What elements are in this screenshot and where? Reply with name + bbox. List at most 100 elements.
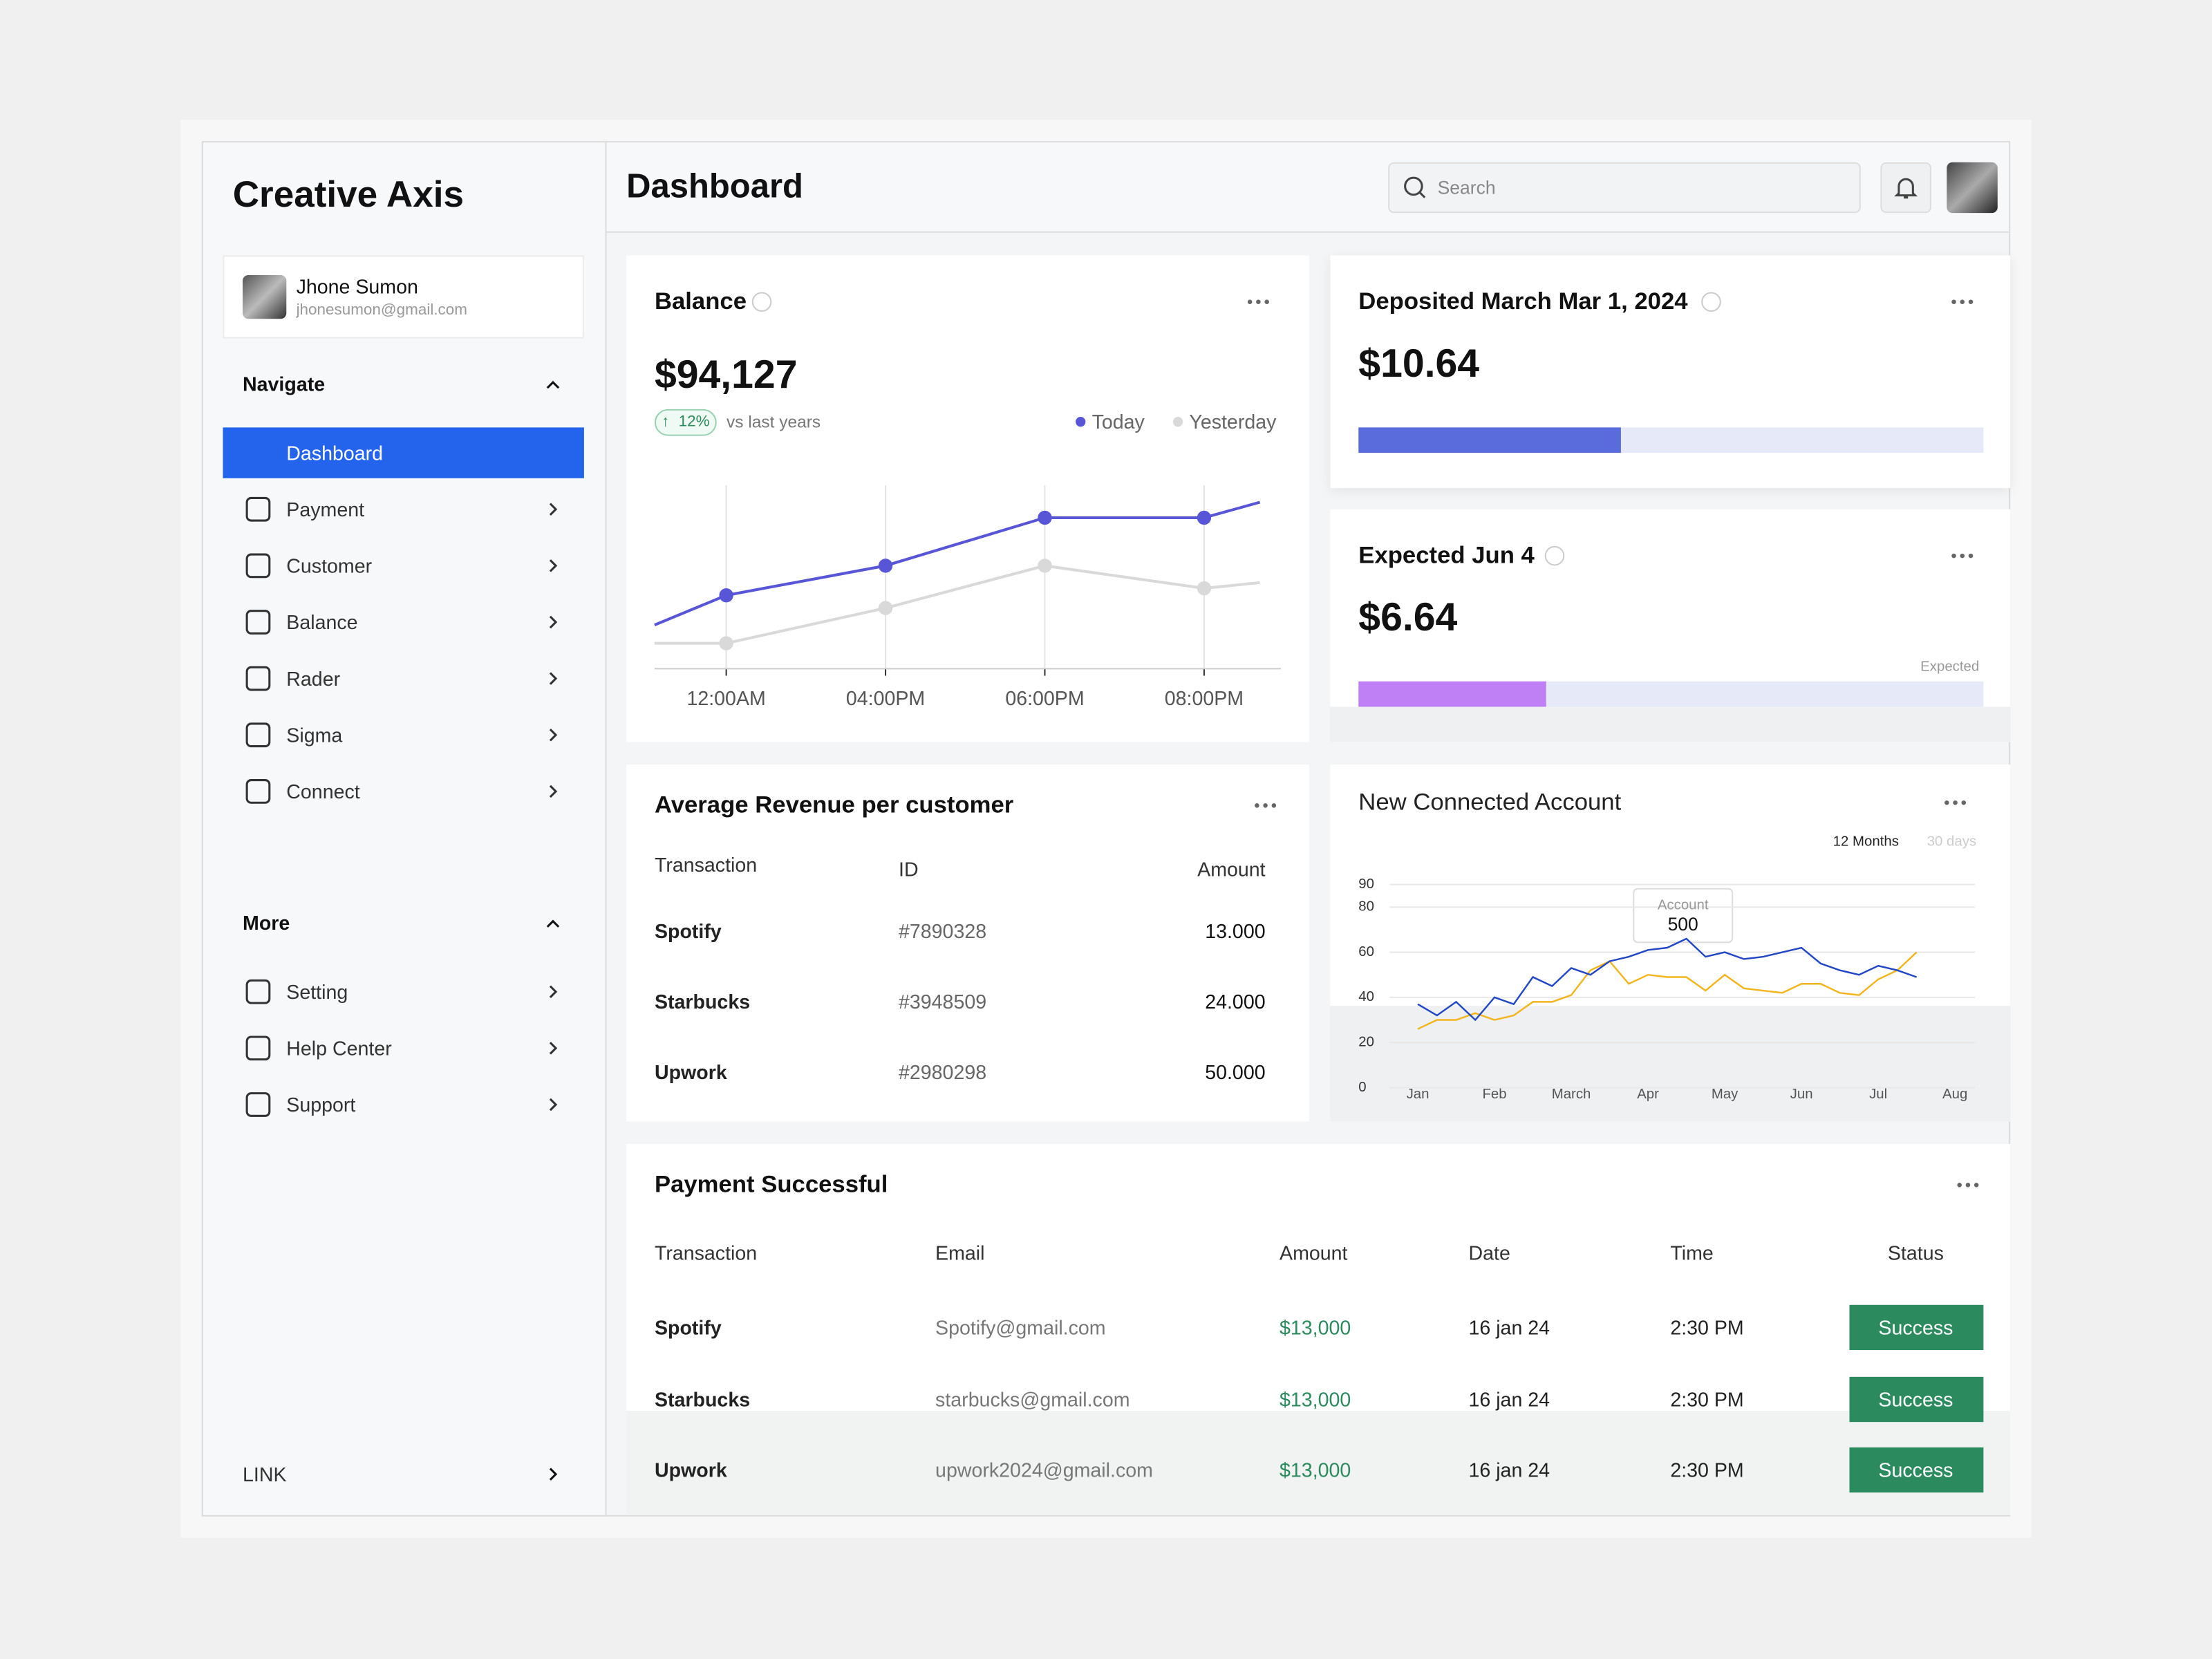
table-cell: 2:30 PM <box>1670 1316 1744 1339</box>
table-cell: #3948509 <box>898 990 987 1013</box>
nav-chevron[interactable] <box>549 985 558 998</box>
change-value: 12% <box>678 413 710 431</box>
section-title[interactable]: More <box>243 911 290 935</box>
nav-chevron[interactable] <box>549 1042 558 1055</box>
nav-chevron[interactable] <box>549 672 558 685</box>
x-tick-label: May <box>1712 1087 1738 1102</box>
nav-item[interactable]: Balance <box>286 610 358 634</box>
point <box>878 601 893 615</box>
x-tick-label: Jan <box>1407 1087 1430 1102</box>
table-header: Status <box>1887 1241 1944 1264</box>
nav-item[interactable]: Support <box>286 1093 356 1116</box>
table-cell: $13,000 <box>1280 1387 1351 1410</box>
nav-icon <box>245 1092 271 1117</box>
y-tick-label: 0 <box>1358 1080 1366 1095</box>
y-tick-label: 60 <box>1358 944 1374 959</box>
point <box>719 636 733 650</box>
table-cell: Spotify <box>654 1316 722 1339</box>
nav-item[interactable]: Setting <box>286 980 348 1004</box>
nav-icon <box>245 1035 271 1061</box>
card-title: Average Revenue per customer <box>654 791 1014 818</box>
nav-item[interactable]: Connect <box>286 780 360 803</box>
nav-chevron[interactable] <box>549 1098 558 1112</box>
y-tick-label: 20 <box>1358 1035 1374 1050</box>
x-tick-label: 12:00AM <box>686 688 765 710</box>
table-cell: 50.000 <box>1205 1060 1266 1084</box>
card-title: Balance <box>654 288 747 315</box>
card-title: New Connected Account <box>1358 788 1622 816</box>
link[interactable]: LINK <box>243 1463 287 1485</box>
section-title[interactable]: Navigate <box>243 372 326 395</box>
series-line <box>654 564 1260 645</box>
chevron-icons[interactable] <box>546 380 560 1481</box>
nav-chevron[interactable] <box>549 503 558 516</box>
table-header: Amount <box>1197 857 1266 881</box>
table-cell: 16 jan 24 <box>1468 1387 1550 1410</box>
more-icons[interactable] <box>1247 299 1979 1188</box>
status-text: Success <box>1878 1387 1953 1410</box>
toggle[interactable]: 12 Months <box>1833 834 1899 850</box>
status-text: Success <box>1878 1459 1953 1481</box>
table-cell: 2:30 PM <box>1670 1459 1744 1481</box>
point <box>878 559 893 573</box>
toggle[interactable]: 30 days <box>1927 834 1977 850</box>
x-tick-label: Aug <box>1942 1087 1967 1102</box>
table-cell: Starbucks <box>654 1387 751 1410</box>
table-cell: starbucks@gmail.com <box>935 1387 1130 1410</box>
nav-item[interactable]: Sigma <box>286 723 343 747</box>
amount: $10.64 <box>1358 341 1480 386</box>
row-highlight <box>626 1410 2011 1515</box>
amount: $6.64 <box>1358 595 1458 639</box>
legend-label: Yesterday <box>1189 411 1277 433</box>
table-cell: Starbucks <box>654 990 751 1013</box>
x-tick-label: 04:00PM <box>846 688 925 710</box>
nav-item[interactable]: Dashboard <box>286 441 384 465</box>
table-cell: $13,000 <box>1280 1316 1351 1339</box>
user-email: jhonesumon@gmail.com <box>296 301 467 319</box>
x-tick-label: Feb <box>1482 1087 1506 1102</box>
progress-bar <box>1358 427 1621 453</box>
nav-active[interactable] <box>223 427 584 478</box>
card-title: Payment Successful <box>654 1170 888 1198</box>
x-tick-label: March <box>1552 1087 1591 1102</box>
status-badge[interactable] <box>1849 1304 1984 1351</box>
search-placeholder: Search <box>1437 177 1496 198</box>
nav-item[interactable]: Rader <box>286 667 341 690</box>
nav-item[interactable]: Payment <box>286 498 365 521</box>
status-text: Success <box>1878 1316 1953 1339</box>
table-header: Amount <box>1280 1241 1348 1264</box>
info-icons <box>751 292 1721 566</box>
legend-swatch <box>1172 417 1183 427</box>
x-tick-label: Jul <box>1869 1087 1887 1102</box>
header-avatar[interactable] <box>1947 162 1998 214</box>
nav-chevron[interactable] <box>549 785 558 798</box>
table-header: Date <box>1468 1241 1510 1264</box>
x-tick-label: Apr <box>1637 1087 1659 1102</box>
table-cell: 13.000 <box>1205 919 1266 943</box>
table-cell: Spotify@gmail.com <box>935 1316 1106 1339</box>
progress-bar <box>1358 681 1546 707</box>
nav-chevron[interactable] <box>549 615 558 629</box>
status-badge[interactable] <box>1849 1376 1984 1422</box>
nav-item[interactable]: Customer <box>286 554 373 577</box>
nav-icon <box>245 553 271 579</box>
point <box>1038 559 1052 573</box>
nav-chevron[interactable] <box>549 559 558 572</box>
table-cell: Spotify <box>654 919 722 943</box>
search-box[interactable] <box>1388 162 1861 214</box>
nav-chevron[interactable] <box>549 729 558 742</box>
y-tick-label: 80 <box>1358 899 1374 915</box>
bell-button[interactable] <box>1880 162 1931 214</box>
sidebar <box>201 141 607 1517</box>
point <box>1197 510 1212 525</box>
x-tick-label: 06:00PM <box>1005 688 1084 710</box>
y-tick-label: 90 <box>1358 877 1374 892</box>
legend-label: Today <box>1092 411 1145 433</box>
nav-item[interactable]: Help Center <box>286 1036 392 1060</box>
status-badge[interactable] <box>1849 1447 1984 1493</box>
x-tick-label: Jun <box>1790 1087 1813 1102</box>
card-footer <box>1330 706 2011 742</box>
x-tick-label: 08:00PM <box>1165 688 1244 710</box>
